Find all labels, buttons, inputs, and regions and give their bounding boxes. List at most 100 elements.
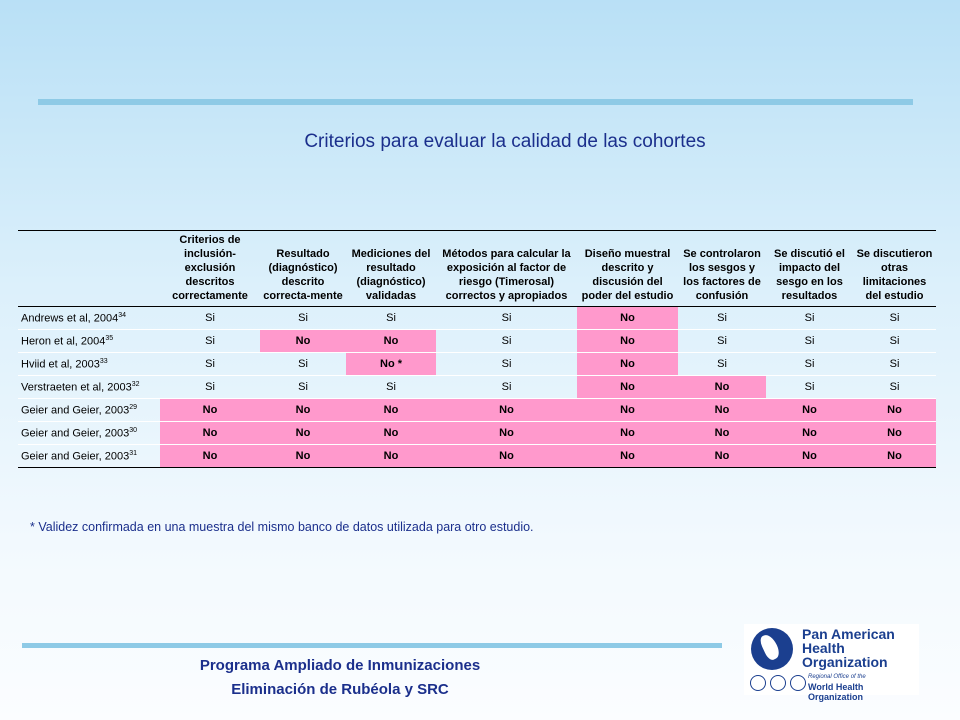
criteria-cell: No [853, 444, 936, 468]
criteria-cell: Si [160, 306, 260, 330]
criteria-cell: Si [260, 375, 346, 399]
criteria-cell: No [436, 421, 577, 445]
criteria-cell: Si [853, 329, 936, 353]
program-footer: Programa Ampliado de Inmunizaciones Elim… [0, 654, 680, 702]
study-name: Geier and Geier, 200330 [18, 421, 160, 445]
study-name: Geier and Geier, 200329 [18, 398, 160, 422]
criteria-cell: Si [436, 375, 577, 399]
criteria-cell: Si [436, 329, 577, 353]
criteria-cell: Si [766, 375, 853, 399]
study-name: Andrews et al, 200434 [18, 306, 160, 330]
criteria-cell: No [160, 444, 260, 468]
header-column: Se controlaron los sesgos y los factores… [678, 230, 766, 307]
reference-number: 33 [99, 357, 108, 365]
top-divider [38, 99, 913, 105]
criteria-cell: Si [766, 329, 853, 353]
criteria-cell: No [577, 444, 678, 468]
criteria-cell: No [766, 444, 853, 468]
table-row: Geier and Geier, 200329 No No No No No No No No [18, 398, 936, 422]
header-column: Mediciones del resultado (diagnóstico) v… [346, 230, 436, 307]
criteria-cell: Si [853, 306, 936, 330]
header-column: Se discutieron otras limitaciones del es… [853, 230, 936, 307]
criteria-cell: No [346, 444, 436, 468]
criteria-cell: No [346, 398, 436, 422]
criteria-cell: No [577, 306, 678, 330]
slide-title: Criterios para evaluar la calidad de las… [304, 131, 706, 152]
criteria-cell: Si [766, 306, 853, 330]
criteria-cell: No [577, 352, 678, 376]
criteria-cell: Si [436, 306, 577, 330]
criteria-cell: No [577, 329, 678, 353]
header-column: Resultado (diagnóstico) descrito correct… [260, 230, 346, 307]
study-name: Verstraeten et al, 200332 [18, 375, 160, 399]
study-name: Hviid et al, 200333 [18, 352, 160, 376]
criteria-cell: Si [853, 375, 936, 399]
header-study [18, 230, 160, 307]
reference-number: 31 [129, 449, 138, 457]
criteria-cell: Si [160, 375, 260, 399]
header-column: Diseño muestral descrito y discusión del… [577, 230, 678, 307]
table-row: Andrews et al, 200434 Si Si Si Si No Si Si Si [18, 306, 936, 330]
criteria-cell: No [766, 398, 853, 422]
reference-number: 32 [131, 380, 140, 388]
criteria-cell: No [678, 444, 766, 468]
paho-seal-icon [750, 675, 766, 691]
criteria-cell: No [678, 375, 766, 399]
criteria-cell: No [436, 444, 577, 468]
table-row: Geier and Geier, 200330 No No No No No No No No [18, 421, 936, 445]
footnote: * Validez confirmada en una muestra del … [30, 520, 534, 534]
criteria-cell: No [346, 421, 436, 445]
criteria-cell: Si [678, 306, 766, 330]
program-subtitle: Eliminación de Rubéola y SRC [231, 681, 449, 698]
criteria-cell: Si [853, 352, 936, 376]
criteria-cell: No [160, 421, 260, 445]
criteria-cell: No [577, 421, 678, 445]
criteria-cell: No [766, 421, 853, 445]
criteria-cell: No [853, 398, 936, 422]
criteria-cell: No [260, 444, 346, 468]
criteria-cell: No [436, 398, 577, 422]
who-emblem-icon [770, 675, 786, 691]
regional-office-text: Regional Office of the [808, 674, 866, 680]
criteria-cell: No [260, 329, 346, 353]
criteria-cell: Si [160, 352, 260, 376]
criteria-cell: No [260, 398, 346, 422]
criteria-cell: No [577, 398, 678, 422]
criteria-cell: No [577, 375, 678, 399]
criteria-cell: No [678, 421, 766, 445]
criteria-cell: Si [346, 375, 436, 399]
table-row: Verstraeten et al, 200332 Si Si Si Si No No Si S… [18, 375, 936, 399]
criteria-cell: Si [678, 352, 766, 376]
bottom-divider [22, 643, 722, 648]
header-column: Criterios de inclusión-exclusión descrit… [160, 230, 260, 307]
criteria-cell: No [160, 398, 260, 422]
criteria-cell: No * [346, 352, 436, 376]
table-row: Geier and Geier, 200331 No No No No No No No No [18, 444, 936, 468]
globe-icon [751, 628, 793, 670]
reference-number: 35 [105, 334, 114, 342]
criteria-table: Criterios de inclusión-exclusión descrit… [18, 230, 936, 468]
criteria-cell: Si [436, 352, 577, 376]
table-row: Hviid et al, 200333 Si Si No * Si No Si Si Si [18, 352, 936, 376]
criteria-cell: Si [346, 306, 436, 330]
criteria-cell: Si [678, 329, 766, 353]
program-name: Programa Ampliado de Inmunizaciones [199, 657, 481, 674]
who-text: World Health Organization [808, 682, 864, 702]
criteria-cell: Si [260, 352, 346, 376]
study-name: Heron et al, 200435 [18, 329, 160, 353]
criteria-cell: No [260, 421, 346, 445]
table-header-row: Criterios de inclusión-exclusión descrit… [18, 230, 936, 307]
reference-number: 30 [129, 426, 138, 434]
header-column: Métodos para calcular la exposición al f… [436, 230, 577, 307]
header-column: Se discutió el impacto del sesgo en los … [766, 230, 853, 307]
reference-number: 29 [129, 403, 138, 411]
paho-wordmark: Pan American Health Organization [802, 626, 895, 670]
criteria-cell: Si [766, 352, 853, 376]
reference-number: 34 [118, 311, 127, 319]
paho-logo: Pan American Health Organization Regiona… [744, 624, 919, 702]
criteria-cell: No [853, 421, 936, 445]
criteria-cell: Si [260, 306, 346, 330]
criteria-cell: No [346, 329, 436, 353]
table-row: Heron et al, 200435 Si No No Si No Si Si Si [18, 329, 936, 353]
criteria-cell: No [678, 398, 766, 422]
